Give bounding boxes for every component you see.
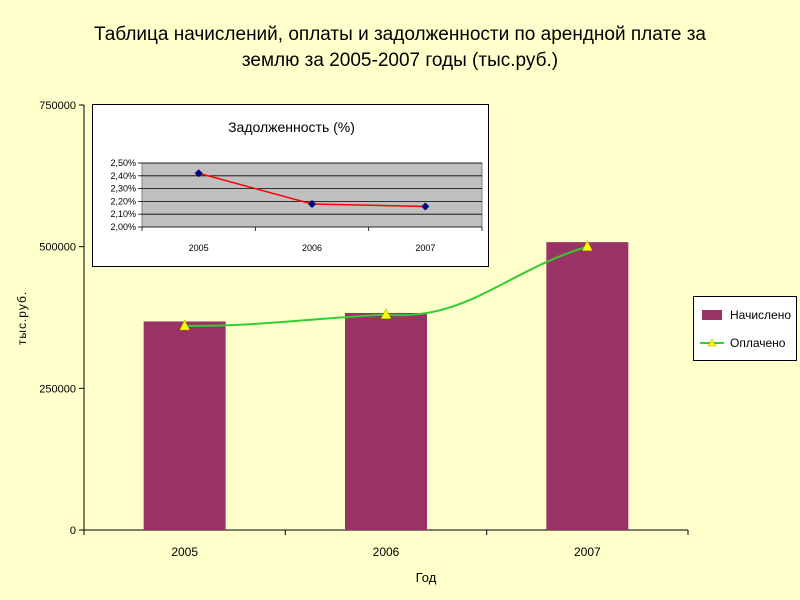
inset-line-chart: 2,00% 2,10% 2,20% 2,30% 2,40% 2,50% 2005 2006 20… [110, 158, 483, 253]
bar-accrued [345, 312, 427, 530]
chart-title-line-1: Таблица начислений, оплаты и задолженнос… [93, 24, 706, 45]
inset-marker-debt [308, 199, 316, 208]
inset-marker-debt [421, 202, 430, 211]
legend-label-paid: Оплачено [730, 336, 786, 350]
y-tick-label: 750000 [39, 100, 76, 112]
inset-marker-debt [194, 169, 203, 178]
inset-y-tick-label: 2,00% [110, 222, 136, 232]
inset-y-tick-label: 2,20% [110, 196, 136, 206]
x-tick-label: 2005 [171, 545, 198, 559]
inset-debt-chart: Задолженность (%) 2,00% 2,10% 2,20% 2,30% 2,… [92, 104, 489, 267]
legend-bar-swatch [702, 310, 722, 320]
inset-x-tick-label: 2005 [189, 243, 209, 253]
chart-title: Таблица начислений, оплаты и задолженнос… [0, 22, 800, 74]
inset-y-tick-label: 2,30% [110, 184, 136, 194]
inset-x-tick-label: 2007 [415, 243, 435, 253]
y-tick-label: 500000 [39, 242, 76, 254]
marker-paid [179, 319, 191, 331]
bar-accrued [546, 242, 629, 530]
inset-x-tick-label: 2006 [302, 243, 322, 253]
marker-paid [581, 240, 593, 251]
inset-y-tick-label: 2,10% [110, 209, 136, 219]
marker-paid [380, 308, 392, 319]
legend: Начислено Оплачено [693, 296, 797, 361]
inset-y-tick-label: 2,40% [110, 171, 136, 181]
legend-line-swatch [700, 338, 724, 347]
y-tick-label: 0 [70, 525, 76, 537]
bar-accrued [143, 321, 226, 530]
chart-title-line-2: землю за 2005-2007 годы (тыс.руб.) [241, 50, 559, 71]
inset-plot-area [141, 162, 483, 228]
y-tick-label: 250000 [39, 383, 76, 395]
y-axis-label: тыс.руб. [15, 291, 29, 345]
inset-chart-title: Задолженность (%) [228, 119, 355, 135]
x-tick-label: 2007 [574, 545, 601, 559]
x-axis-label: Год [416, 570, 437, 585]
legend-label-accrued: Начислено [730, 308, 792, 322]
inset-y-tick-label: 2,50% [110, 158, 136, 168]
x-tick-label: 2006 [373, 545, 400, 559]
